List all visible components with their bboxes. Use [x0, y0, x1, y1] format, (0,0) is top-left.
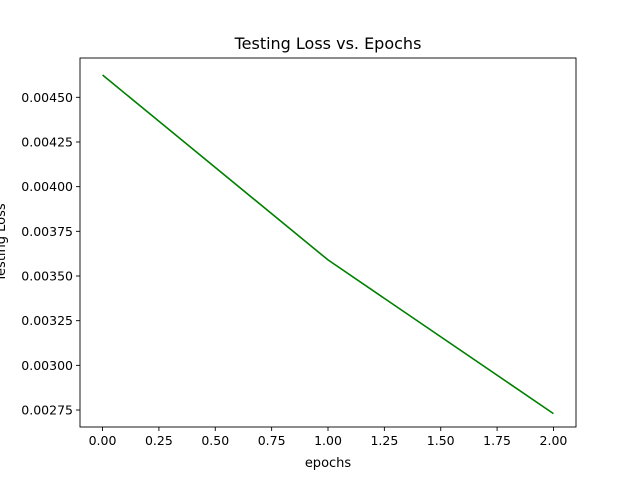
x-tick-label: 2.00 [540, 433, 568, 448]
y-tick-label: 0.00300 [21, 358, 73, 373]
y-tick-label: 0.00350 [21, 269, 73, 284]
plot-area [79, 57, 577, 428]
x-tick-label: 1.00 [314, 433, 342, 448]
x-tick-label: 0.50 [201, 433, 229, 448]
x-tick-label: 1.75 [483, 433, 511, 448]
y-tick-label: 0.00450 [21, 90, 73, 105]
x-axis: 0.00 0.25 0.50 0.75 1.00 1.25 1.50 1.75 2.00 [89, 427, 568, 448]
y-tick-label: 0.00375 [21, 224, 73, 239]
chart-title: Testing Loss vs. Epochs [234, 34, 422, 53]
y-axis: 0.00275 0.00300 0.00325 0.00350 0.00375 0.004… [21, 90, 80, 418]
y-tick-label: 0.00425 [21, 134, 73, 149]
series-line-0 [102, 74, 554, 415]
x-axis-title: epochs [305, 456, 352, 471]
x-tick-label: 0.75 [258, 433, 286, 448]
x-tick-label: 1.25 [370, 433, 398, 448]
plot-frame [79, 57, 577, 428]
y-axis-title: Testing Loss [0, 203, 9, 283]
x-tick-label: 1.50 [427, 433, 455, 448]
x-tick-label: 0.25 [145, 433, 173, 448]
x-tick-label: 0.00 [89, 433, 117, 448]
y-tick-label: 0.00325 [21, 313, 73, 328]
y-tick-label: 0.00275 [21, 403, 73, 418]
y-tick-label: 0.00400 [21, 179, 73, 194]
